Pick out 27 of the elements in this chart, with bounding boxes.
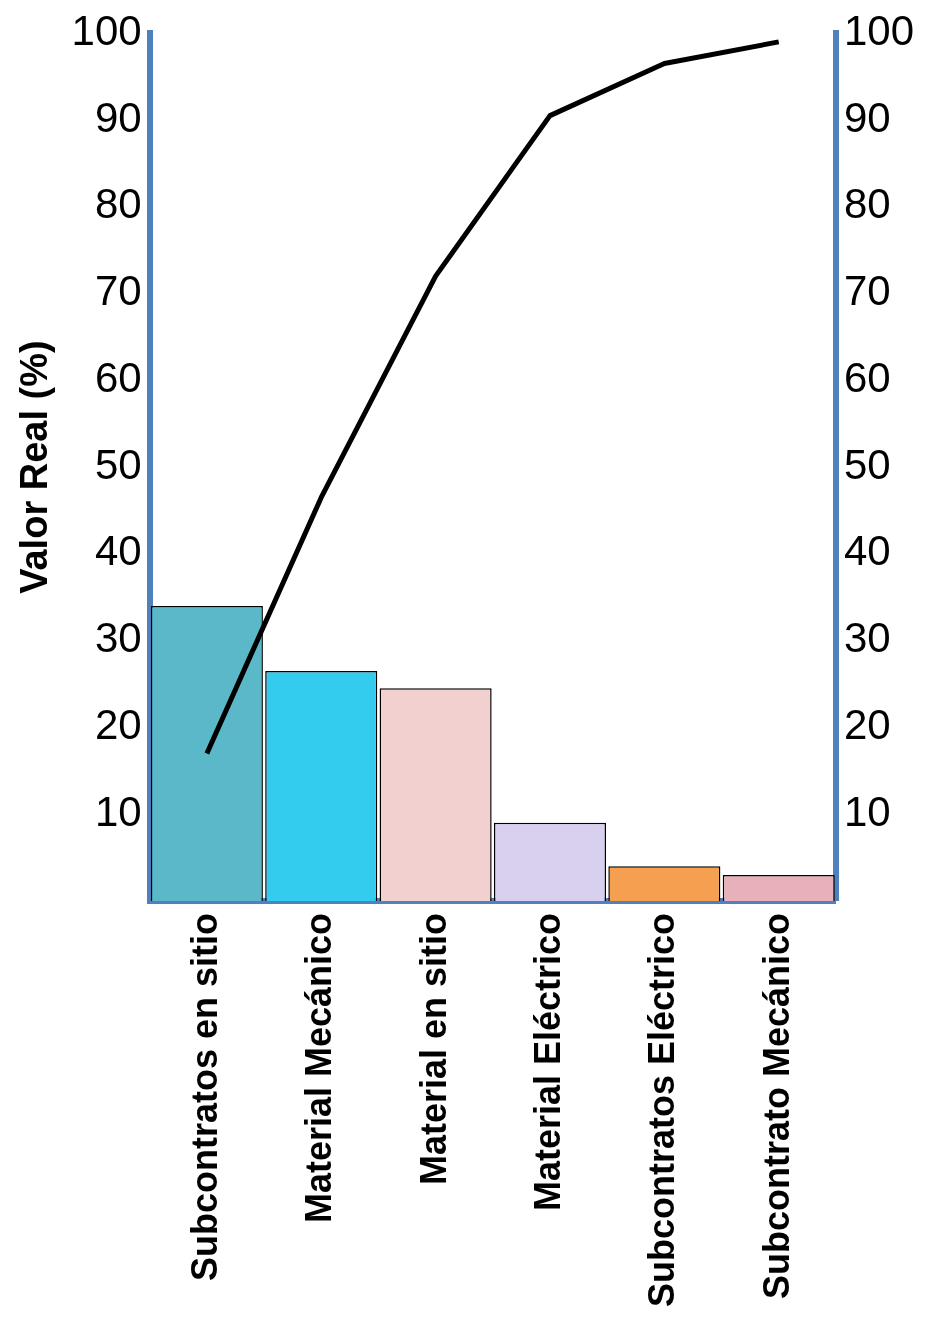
y-tick-label: 100 (71, 6, 142, 54)
y2-tick-label: 60 (843, 353, 891, 401)
y2-tick-label: 50 (843, 440, 891, 488)
y-tick-label: 10 (94, 787, 142, 835)
y-tick-label: 70 (94, 267, 142, 315)
y2-tick-label: 20 (843, 700, 891, 748)
y-tick-label: 90 (94, 93, 142, 141)
x-tick-label: Material en sitio (412, 912, 454, 1185)
x-tick-label: Subcontrato Mecánico (755, 912, 797, 1299)
y-axis-title: Valor Real (%) (13, 340, 56, 594)
y-tick-label: 80 (94, 180, 142, 228)
y2-tick-label: 30 (843, 614, 891, 662)
x-tick-label: Material Mecánico (298, 912, 340, 1224)
y-tick-label: 50 (94, 440, 142, 488)
x-tick-label: Subcontratos en sitio (183, 912, 225, 1281)
y2-tick-label: 100 (843, 6, 914, 54)
y2-tick-label: 80 (843, 180, 891, 228)
y2-tick-label: 40 (843, 527, 891, 575)
y-tick-label: 20 (94, 700, 142, 748)
y-tick-label: 60 (94, 353, 142, 401)
x-tick-label: Subcontratos Eléctrico (641, 912, 683, 1308)
y2-tick-label: 90 (843, 93, 891, 141)
y-tick-label: 30 (94, 614, 142, 662)
y2-tick-label: 70 (843, 267, 891, 315)
y-tick-label: 40 (94, 527, 142, 575)
x-tick-label: Material Eléctrico (526, 912, 568, 1212)
y2-tick-label: 10 (843, 787, 891, 835)
